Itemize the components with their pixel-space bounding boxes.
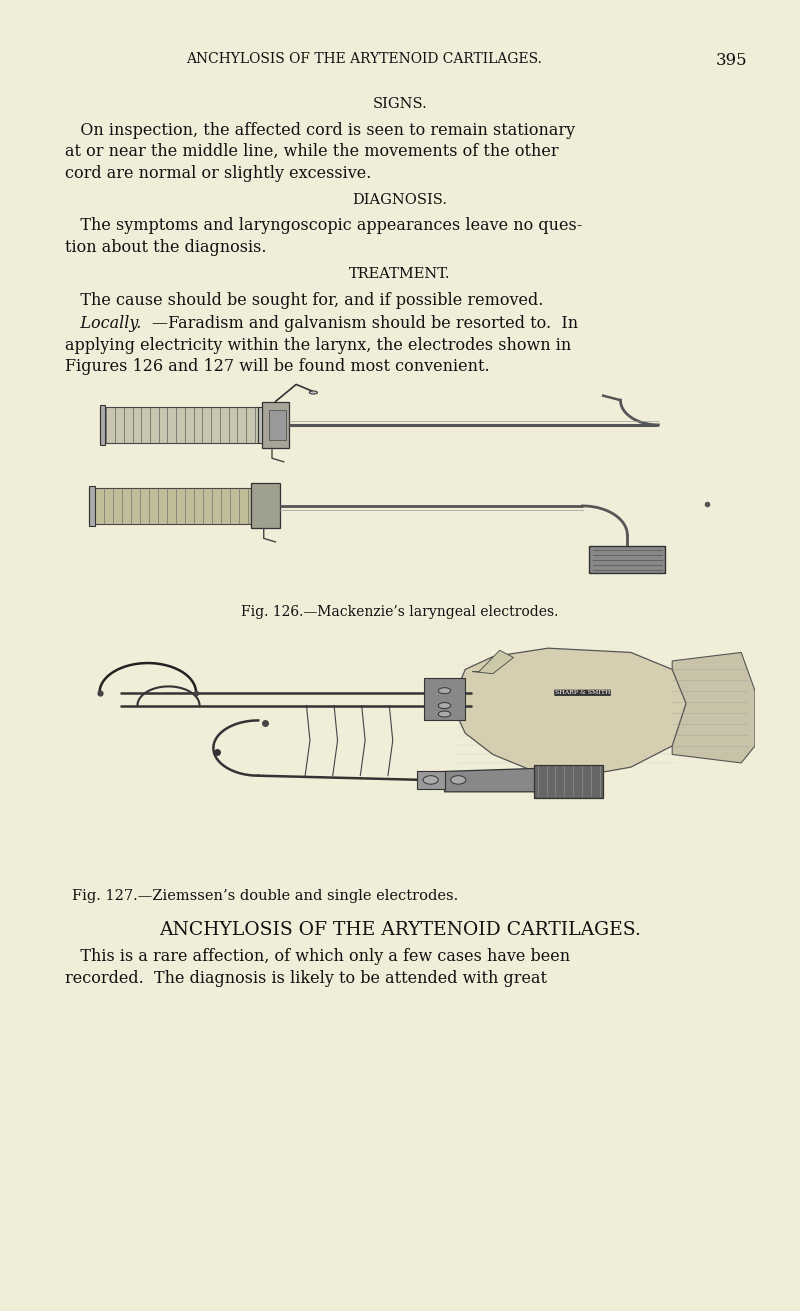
Ellipse shape <box>450 776 466 784</box>
Polygon shape <box>99 406 258 443</box>
Ellipse shape <box>310 391 318 395</box>
Text: applying electricity within the larynx, the electrodes shown in: applying electricity within the larynx, … <box>65 337 571 354</box>
Polygon shape <box>672 653 755 763</box>
Polygon shape <box>269 409 286 440</box>
Ellipse shape <box>438 711 450 717</box>
Text: —Faradism and galvanism should be resorted to.  In: —Faradism and galvanism should be resort… <box>152 315 578 332</box>
Polygon shape <box>258 406 262 443</box>
Text: cord are normal or slightly excessive.: cord are normal or slightly excessive. <box>65 165 371 182</box>
Text: This is a rare affection, of which only a few cases have been: This is a rare affection, of which only … <box>65 948 570 965</box>
Text: Figures 126 and 127 will be found most convenient.: Figures 126 and 127 will be found most c… <box>65 358 490 375</box>
Text: DIAGNOSIS.: DIAGNOSIS. <box>353 193 447 207</box>
Polygon shape <box>89 488 251 524</box>
Text: Fig. 127.—Ziemssen’s double and single electrodes.: Fig. 127.—Ziemssen’s double and single e… <box>71 889 458 903</box>
Text: ANCHYLOSIS OF THE ARYTENOID CARTILAGES.: ANCHYLOSIS OF THE ARYTENOID CARTILAGES. <box>186 52 542 66</box>
Text: Fig. 126.—Mackenzie’s laryngeal electrodes.: Fig. 126.—Mackenzie’s laryngeal electrod… <box>242 606 558 619</box>
Text: at or near the middle line, while the movements of the other: at or near the middle line, while the mo… <box>65 143 558 160</box>
Polygon shape <box>424 678 466 721</box>
Polygon shape <box>451 648 686 776</box>
Polygon shape <box>417 771 445 789</box>
Text: The symptoms and laryngoscopic appearances leave no ques-: The symptoms and laryngoscopic appearanc… <box>65 218 582 235</box>
Polygon shape <box>251 484 280 528</box>
Polygon shape <box>590 547 666 573</box>
Text: SHARP & SMITH: SHARP & SMITH <box>555 691 610 695</box>
Text: 395: 395 <box>716 52 748 69</box>
Text: SIGNS.: SIGNS. <box>373 97 427 111</box>
Text: The cause should be sought for, and if possible removed.: The cause should be sought for, and if p… <box>65 291 543 308</box>
Polygon shape <box>262 401 290 448</box>
Text: recorded.  The diagnosis is likely to be attended with great: recorded. The diagnosis is likely to be … <box>65 970 547 987</box>
Polygon shape <box>89 486 94 526</box>
Polygon shape <box>534 766 603 798</box>
Text: tion about the diagnosis.: tion about the diagnosis. <box>65 239 266 256</box>
Text: ANCHYLOSIS OF THE ARYTENOID CARTILAGES.: ANCHYLOSIS OF THE ARYTENOID CARTILAGES. <box>159 922 641 939</box>
Polygon shape <box>445 768 562 792</box>
Text: On inspection, the affected cord is seen to remain stationary: On inspection, the affected cord is seen… <box>65 122 575 139</box>
Polygon shape <box>99 405 105 446</box>
Text: TREATMENT.: TREATMENT. <box>350 267 450 281</box>
Ellipse shape <box>438 703 450 708</box>
Polygon shape <box>472 650 514 674</box>
Ellipse shape <box>423 776 438 784</box>
Text: Locally.: Locally. <box>65 315 142 332</box>
Ellipse shape <box>438 688 450 694</box>
